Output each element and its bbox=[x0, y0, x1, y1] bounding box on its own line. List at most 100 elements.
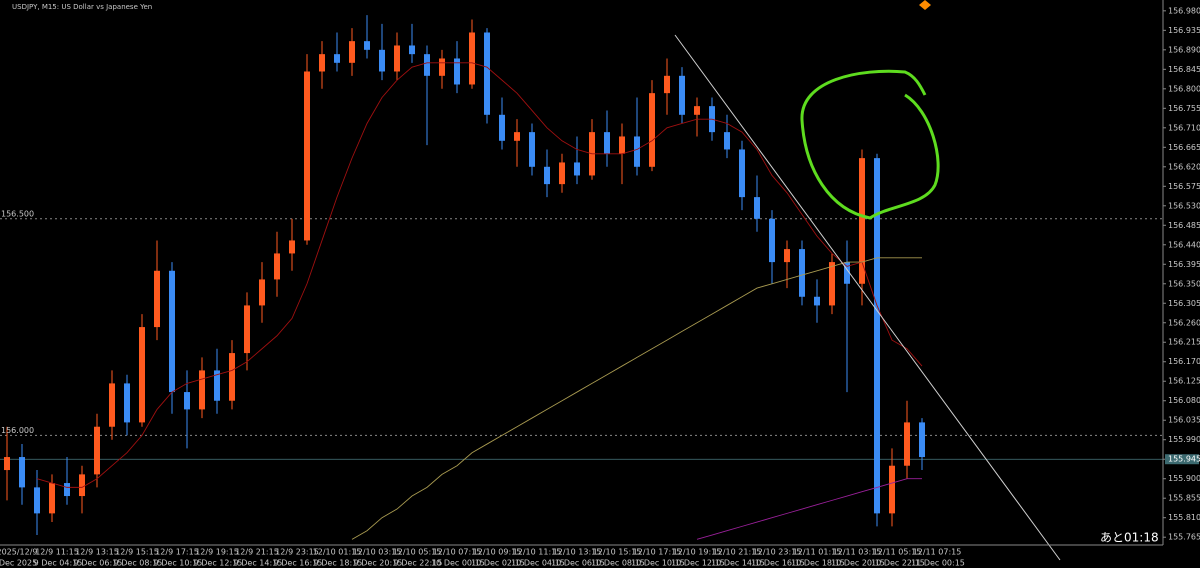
candle-body bbox=[919, 422, 925, 458]
y-tick-label: 156.125 bbox=[1168, 377, 1200, 386]
candle-body bbox=[514, 132, 520, 141]
y-tick-label: 156.845 bbox=[1168, 65, 1200, 74]
candle-body bbox=[439, 58, 445, 76]
candle-body bbox=[289, 240, 295, 254]
y-tick-label: 156.575 bbox=[1168, 182, 1200, 191]
y-tick-label: 156.170 bbox=[1168, 357, 1200, 366]
candle-body bbox=[799, 249, 805, 297]
y-tick-label: 156.530 bbox=[1168, 201, 1200, 210]
candle-body bbox=[34, 487, 40, 514]
trend-line bbox=[674, 34, 1061, 561]
x-tick-label: 9 Dec 08:15 bbox=[114, 559, 163, 568]
candle-body bbox=[454, 58, 460, 85]
candle-body bbox=[844, 262, 850, 284]
candle-body bbox=[499, 114, 505, 141]
x-tick-label: 12/10 23:15 bbox=[753, 548, 802, 557]
x-tick-label: 9 Dec 18:15 bbox=[314, 559, 363, 568]
candle-body bbox=[649, 93, 655, 167]
x-tick-label: 12/10 17:15 bbox=[633, 548, 682, 557]
candle-body bbox=[319, 54, 325, 72]
x-tick-label: 10 Dec 14:15 bbox=[711, 559, 765, 568]
candle-body bbox=[619, 136, 625, 154]
candle-body bbox=[394, 45, 400, 72]
x-tick-label: 9 Dec 06:15 bbox=[74, 559, 123, 568]
y-tick-label: 156.395 bbox=[1168, 260, 1200, 269]
candle-body bbox=[4, 457, 10, 471]
x-tick-label: 9 Dec 14:15 bbox=[234, 559, 283, 568]
candle-body bbox=[469, 32, 475, 85]
y-tick-label: 156.440 bbox=[1168, 240, 1200, 249]
x-tick-label: 12/11 01:15 bbox=[793, 548, 842, 557]
y-tick-label: 156.485 bbox=[1168, 221, 1200, 230]
x-tick-label: 2025/12/9 bbox=[0, 548, 38, 557]
candle-body bbox=[769, 218, 775, 263]
x-tick-label: 10 Dec 00:15 bbox=[431, 559, 485, 568]
y-tick-label: 155.900 bbox=[1168, 474, 1200, 483]
candle-body bbox=[139, 327, 145, 423]
candle-body bbox=[694, 106, 700, 115]
y-tick-label: 156.755 bbox=[1168, 104, 1200, 113]
candle-body bbox=[94, 426, 100, 475]
level-label: 156.500 bbox=[1, 209, 34, 218]
candle-body bbox=[409, 45, 415, 55]
x-tick-label: 9 Dec 04:15 bbox=[34, 559, 83, 568]
x-tick-label: 12/10 21:15 bbox=[713, 548, 762, 557]
candle-body bbox=[19, 457, 25, 488]
candle-body bbox=[214, 370, 220, 401]
candle-body bbox=[334, 54, 340, 63]
candle-body bbox=[64, 483, 70, 497]
y-tick-label: 156.980 bbox=[1168, 6, 1200, 15]
candle-body bbox=[109, 383, 115, 427]
candle-body bbox=[259, 279, 265, 306]
x-tick-label: 10 Dec 18:15 bbox=[791, 559, 845, 568]
level-label: 156.000 bbox=[1, 426, 34, 435]
x-tick-label: 12/10 05:15 bbox=[393, 548, 442, 557]
y-tick-label: 156.080 bbox=[1168, 396, 1200, 405]
y-tick-label: 155.990 bbox=[1168, 435, 1200, 444]
y-tick-label: 156.665 bbox=[1168, 143, 1200, 152]
candle-body bbox=[124, 383, 130, 423]
candle-body bbox=[634, 136, 640, 167]
candle-body bbox=[784, 249, 790, 263]
x-tick-label: 9 Dec 20:15 bbox=[354, 559, 403, 568]
x-tick-label: 12/11 03:15 bbox=[833, 548, 882, 557]
candle-body bbox=[724, 132, 730, 150]
x-tick-label: 9 Dec 16:15 bbox=[274, 559, 323, 568]
y-tick-label: 155.810 bbox=[1168, 513, 1200, 522]
x-tick-label: 12/10 03:15 bbox=[353, 548, 402, 557]
candle-body bbox=[859, 158, 865, 284]
moving-average bbox=[351, 257, 922, 540]
x-tick-label: 12/9 11:15 bbox=[35, 548, 79, 557]
candle-body bbox=[739, 149, 745, 198]
plot-area bbox=[0, 15, 1163, 540]
candle-body bbox=[904, 422, 910, 466]
y-tick-label: 156.800 bbox=[1168, 84, 1200, 93]
y-tick-label: 156.890 bbox=[1168, 45, 1200, 54]
marker bbox=[919, 0, 931, 10]
x-tick-label: 10 Dec 22:15 bbox=[871, 559, 925, 568]
candle-body bbox=[49, 483, 55, 514]
x-tick-label: 11 Dec 00:15 bbox=[911, 559, 965, 568]
candle-body bbox=[529, 132, 535, 167]
chart-title: USDJPY, M15: US Dollar vs Japanese Yen bbox=[12, 3, 152, 11]
x-tick-label: 10 Dec 04:15 bbox=[511, 559, 565, 568]
candle-body bbox=[664, 75, 670, 94]
x-tick-label: 10 Dec 10:15 bbox=[631, 559, 685, 568]
candle-body bbox=[154, 270, 160, 328]
x-tick-label: Dec 2025 bbox=[0, 559, 37, 568]
candle-body bbox=[544, 166, 550, 185]
candle-body bbox=[484, 32, 490, 115]
candle-body bbox=[874, 158, 880, 514]
candle-body bbox=[244, 305, 250, 354]
y-tick-label: 156.305 bbox=[1168, 299, 1200, 308]
candle-body bbox=[559, 162, 565, 185]
x-tick-label: 12/10 11:15 bbox=[513, 548, 562, 557]
x-tick-label: 12/10 13:15 bbox=[553, 548, 602, 557]
hand-drawn-circle bbox=[800, 69, 940, 220]
candle-body bbox=[199, 370, 205, 410]
candle-body bbox=[184, 392, 190, 410]
y-tick-label: 156.935 bbox=[1168, 26, 1200, 35]
candle-body bbox=[379, 49, 385, 72]
